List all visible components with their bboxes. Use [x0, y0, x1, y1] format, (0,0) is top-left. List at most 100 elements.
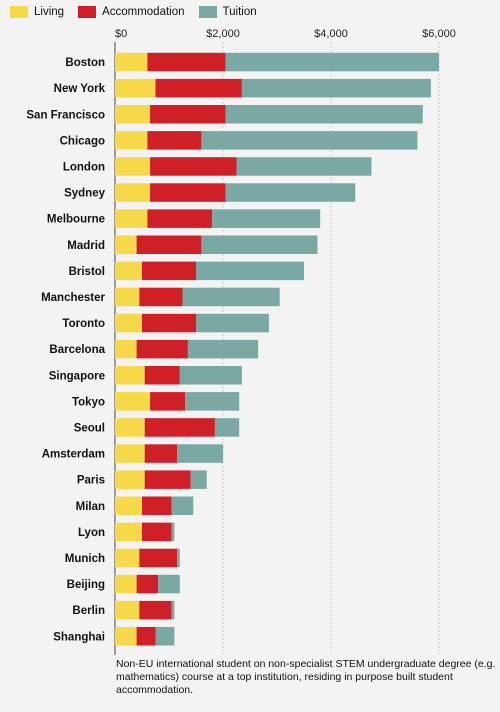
bar-accommodation-chicago: [147, 131, 202, 150]
bar-living-chicago: [115, 131, 148, 150]
bar-accommodation-bristol: [142, 261, 196, 281]
city-label-berlin: Berlin: [72, 605, 105, 617]
bar-living-berlin: [115, 600, 140, 620]
bar-living-london: [115, 157, 151, 176]
bar-tuition-milan: [171, 496, 194, 515]
bar-tuition-seoul: [214, 418, 240, 437]
city-label-boston: Boston: [65, 57, 105, 69]
bar-tuition-berlin: [171, 600, 175, 620]
bar-living-amsterdam: [115, 444, 145, 463]
bar-tuition-chicago: [201, 131, 418, 150]
bar-tuition-toronto: [196, 313, 269, 333]
bar-living-munich: [115, 548, 140, 568]
bar-living-shanghai: [115, 627, 137, 646]
bar-living-bristol: [115, 261, 142, 281]
bar-tuition-bristol: [196, 261, 304, 281]
bar-accommodation-munich: [139, 548, 178, 568]
bar-living-barcelona: [115, 339, 137, 359]
legend-label-tuition: Tuition: [222, 6, 257, 18]
city-label-amsterdam: Amsterdam: [42, 449, 105, 461]
bar-accommodation-lyon: [142, 522, 172, 542]
bar-accommodation-beijing: [136, 574, 159, 594]
city-label-munich: Munich: [65, 553, 105, 565]
chart-caption: Non-EU international student on non-spec…: [116, 658, 496, 696]
city-label-london: London: [63, 161, 105, 173]
city-label-barcelona: Barcelona: [49, 344, 105, 356]
bar-tuition-paris: [190, 470, 207, 489]
bar-tuition-beijing: [158, 574, 180, 594]
bar-living-manchester: [115, 287, 140, 307]
city-label-tokyo: Tokyo: [72, 396, 105, 408]
bar-tuition-manchester: [182, 287, 280, 307]
bar-accommodation-shanghai: [136, 627, 156, 646]
bar-living-new-york: [115, 78, 156, 98]
bar-tuition-singapore: [179, 366, 242, 385]
bar-living-singapore: [115, 366, 145, 385]
city-label-beijing: Beijing: [67, 579, 105, 591]
bar-tuition-lyon: [171, 522, 175, 542]
bar-living-milan: [115, 496, 142, 515]
legend-swatch-living: [10, 6, 28, 18]
bar-accommodation-melbourne: [147, 209, 213, 228]
city-label-milan: Milan: [76, 501, 105, 513]
bar-tuition-london: [236, 157, 372, 176]
bar-tuition-amsterdam: [177, 444, 223, 463]
bar-living-tokyo: [115, 392, 151, 411]
bar-accommodation-seoul: [144, 418, 215, 437]
bar-accommodation-boston: [147, 52, 226, 72]
bar-accommodation-milan: [142, 496, 172, 515]
bar-accommodation-singapore: [144, 366, 180, 385]
bar-accommodation-berlin: [139, 600, 172, 620]
legend-swatch-tuition: [198, 6, 217, 18]
bar-living-toronto: [115, 313, 142, 333]
bar-accommodation-manchester: [139, 287, 183, 307]
bar-living-lyon: [115, 522, 142, 542]
bar-tuition-melbourne: [212, 209, 321, 228]
bar-tuition-san-francisco: [225, 105, 423, 124]
legend-label-accommodation: Accommodation: [102, 6, 185, 18]
bar-tuition-barcelona: [187, 339, 259, 359]
x-tick-label: $2,000: [206, 28, 240, 40]
city-label-sydney: Sydney: [64, 188, 106, 200]
city-label-new-york: New York: [54, 83, 106, 95]
city-label-lyon: Lyon: [78, 527, 105, 539]
bar-living-melbourne: [115, 209, 148, 228]
bar-accommodation-new-york: [155, 78, 242, 98]
bar-tuition-tokyo: [185, 392, 240, 411]
bar-tuition-munich: [177, 548, 180, 568]
bar-living-san-francisco: [115, 105, 151, 124]
legend-item-accommodation: Accommodation: [78, 6, 185, 18]
bar-accommodation-barcelona: [136, 339, 188, 359]
bar-tuition-madrid: [201, 235, 318, 254]
city-label-madrid: Madrid: [67, 240, 105, 252]
bar-accommodation-san-francisco: [150, 105, 226, 124]
bar-tuition-boston: [225, 52, 439, 72]
bar-accommodation-toronto: [142, 313, 196, 333]
city-label-bristol: Bristol: [69, 266, 105, 278]
city-label-seoul: Seoul: [74, 422, 105, 434]
bar-living-sydney: [115, 183, 151, 202]
bar-living-beijing: [115, 574, 137, 594]
legend-label-living: Living: [34, 6, 65, 18]
x-tick-label: $0: [115, 28, 127, 40]
bar-accommodation-madrid: [136, 235, 202, 254]
legend-item-tuition: Tuition: [198, 6, 257, 18]
city-label-manchester: Manchester: [41, 292, 105, 304]
bar-living-paris: [115, 470, 145, 489]
bar-tuition-new-york: [241, 78, 431, 98]
city-label-melbourne: Melbourne: [47, 214, 105, 226]
legend: Living Accommodation Tuition: [10, 6, 257, 18]
bar-accommodation-amsterdam: [144, 444, 178, 463]
bar-accommodation-london: [150, 157, 237, 176]
bar-accommodation-paris: [144, 470, 191, 489]
city-label-singapore: Singapore: [49, 370, 105, 382]
city-label-chicago: Chicago: [60, 135, 105, 147]
bar-tuition-shanghai: [155, 627, 175, 646]
bar-living-madrid: [115, 235, 137, 254]
x-tick-label: $6,000: [422, 28, 456, 40]
city-label-shanghai: Shanghai: [53, 631, 105, 643]
legend-swatch-accommodation: [78, 6, 97, 18]
bar-living-seoul: [115, 418, 145, 437]
